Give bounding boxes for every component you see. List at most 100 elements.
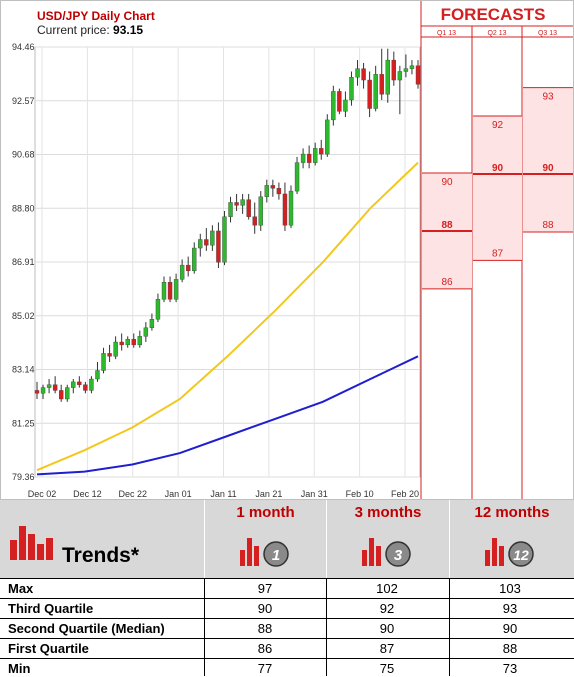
candle-body [198, 239, 203, 249]
candle-body [415, 65, 421, 85]
value-3m: 90 [379, 621, 395, 636]
candle-body [397, 71, 403, 81]
badge-number: 12 [513, 547, 529, 563]
candle-body [391, 59, 397, 81]
row-label: Third Quartile [8, 601, 94, 616]
x-tick-label: Jan 21 [255, 489, 282, 499]
badge-number: 1 [272, 547, 280, 564]
value-12m: 73 [502, 661, 518, 676]
y-tick-label: 88.80 [12, 203, 35, 213]
table-row-third-quartile: Third Quartile 90 92 93 [0, 598, 574, 619]
candle-body [119, 341, 124, 346]
candle-body [77, 381, 82, 385]
candle-body [83, 384, 88, 391]
candle-body [149, 319, 155, 328]
candle-body [46, 384, 52, 388]
period-label: 12 months [474, 504, 550, 521]
period-badge-icon: 12 [485, 538, 534, 567]
candle-body [222, 216, 227, 263]
period-12-months: 12 months 12 [450, 500, 574, 578]
y-tick-label: 79.36 [12, 472, 35, 482]
table-row-max: Max 97 102 103 [0, 578, 574, 599]
candle-body [95, 370, 100, 380]
candle-body [167, 282, 173, 300]
candle-body [161, 282, 167, 300]
column-divider [326, 578, 327, 676]
y-tick-label: 86.91 [12, 257, 35, 267]
candle-body [294, 162, 300, 192]
x-tick-label: Jan 01 [165, 489, 192, 499]
period-label: 3 months [354, 504, 422, 521]
candle-body [179, 264, 185, 280]
candle-body [288, 190, 294, 226]
period-badge-icon: 1 [240, 538, 289, 567]
forecast-level-label: 93 [542, 92, 554, 103]
candle-body [331, 91, 336, 121]
candle-body [143, 327, 149, 337]
candle-body [258, 196, 263, 226]
price-label: Current price: [37, 23, 110, 37]
candle-body [246, 199, 251, 217]
table-row-median: Second Quartile (Median) 88 90 90 [0, 618, 574, 639]
y-tick-label: 92.57 [12, 96, 35, 106]
candle-body [234, 202, 239, 206]
candle-body [155, 299, 161, 320]
bar-chart-icon [10, 526, 53, 560]
forecast-level-label: 87 [492, 248, 504, 259]
x-tick-label: Jan 11 [210, 489, 236, 499]
candle-body [192, 247, 197, 272]
forecast-median-label: 90 [542, 163, 554, 174]
candle-body [367, 79, 372, 109]
candle-body [58, 390, 64, 400]
candle-body [300, 153, 306, 163]
candle-body [385, 59, 390, 95]
candle-body [349, 76, 354, 101]
value-12m: 88 [502, 641, 518, 656]
candle-body [379, 74, 384, 95]
current-price: Current price: 93.15 [37, 23, 143, 37]
row-label: Min [8, 661, 31, 676]
x-tick-label: Feb 10 [346, 489, 374, 499]
candle-body [131, 338, 136, 346]
row-label: Second Quartile (Median) [8, 621, 165, 636]
period-1-month: 1 month 1 [205, 500, 326, 578]
value-3m: 92 [379, 601, 395, 616]
value-3m: 102 [376, 581, 398, 596]
candle-body [185, 264, 191, 272]
candle-body [325, 119, 330, 155]
forecast-range-box [523, 87, 573, 232]
forecast-median-label: 88 [441, 220, 453, 231]
candle-body [312, 148, 318, 163]
trends-table: Trends* 1 month 1 3 months 3 12 months 1… [0, 500, 574, 676]
candle-body [137, 336, 143, 346]
candle-body [373, 74, 378, 109]
column-divider [204, 578, 205, 676]
candle-body [107, 353, 112, 357]
candle-body [34, 390, 40, 394]
candle-body [409, 65, 415, 69]
value-1m: 86 [257, 641, 273, 656]
forecast-median-label: 90 [492, 163, 504, 174]
candle-body [71, 381, 76, 388]
value-1m: 88 [257, 621, 273, 636]
period-badge-icon: 3 [362, 538, 411, 567]
table-row-first-quartile: First Quartile 86 87 88 [0, 638, 574, 659]
value-1m: 77 [257, 661, 273, 676]
candle-body [264, 185, 270, 197]
column-divider [449, 578, 450, 676]
candle-body [113, 341, 118, 357]
forecast-column-label: Q3 13 [538, 30, 557, 37]
y-tick-label: 90.68 [12, 150, 35, 160]
forecast-column-label: Q1 13 [437, 30, 456, 37]
candle-body [173, 279, 179, 300]
badge-number: 3 [394, 547, 403, 564]
forecast-range-box [473, 116, 522, 261]
y-tick-label: 85.02 [12, 311, 35, 321]
table-row-min: Min 77 75 73 [0, 658, 574, 677]
candle-body [89, 378, 94, 391]
trends-header-cell: Trends* [0, 500, 205, 578]
candle-body [343, 99, 348, 112]
chart-title: USD/JPY Daily Chart [37, 9, 155, 23]
x-tick-label: Dec 12 [73, 489, 102, 499]
x-tick-label: Jan 31 [301, 489, 328, 499]
